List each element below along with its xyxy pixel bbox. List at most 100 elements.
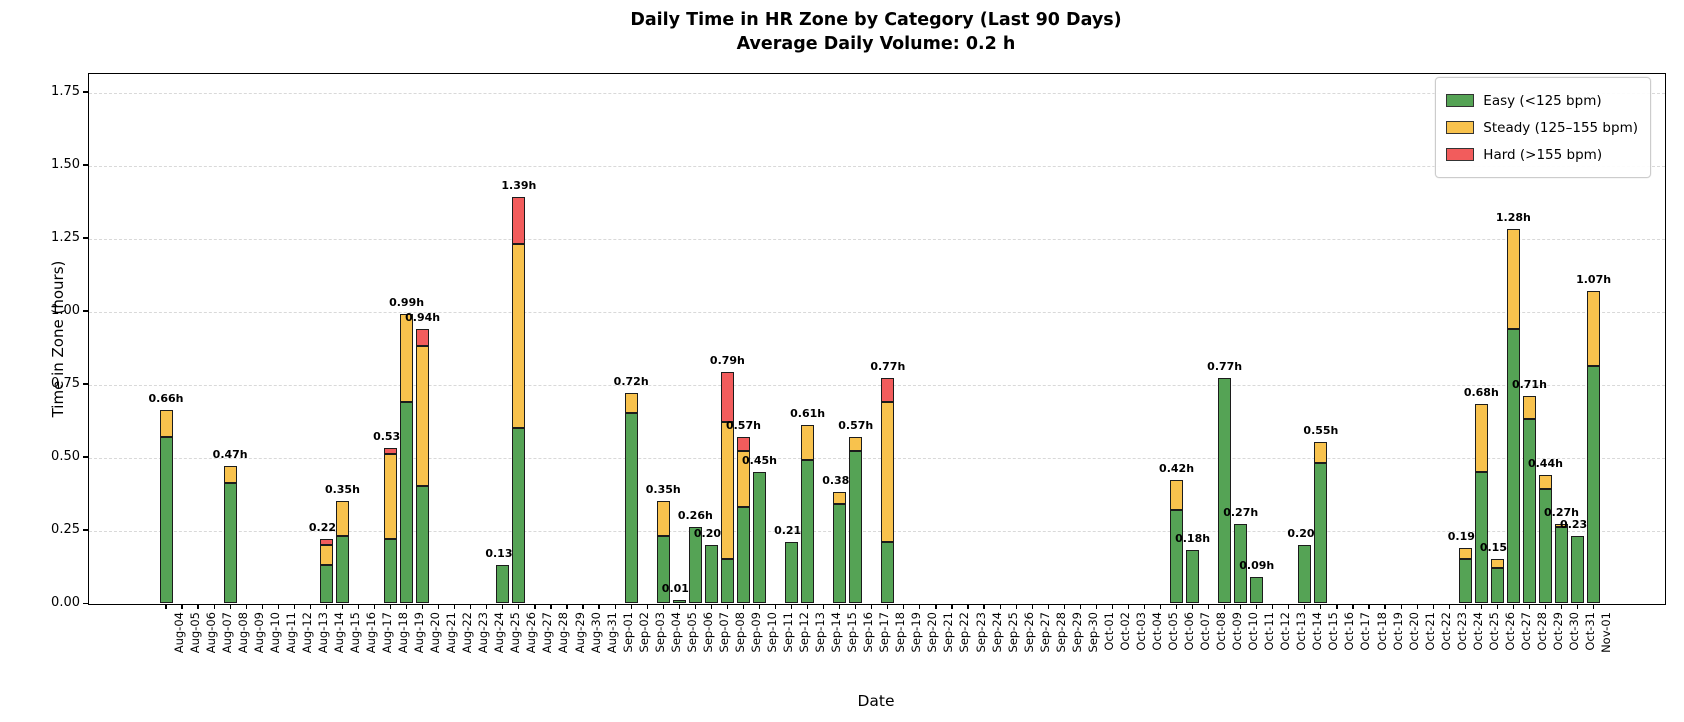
bar-segment-hard [720, 372, 734, 422]
x-tick-mark [1095, 604, 1097, 609]
bar-segment-easy [384, 538, 398, 603]
x-tick-label: Oct-22 [1438, 612, 1453, 651]
x-tick-mark [357, 604, 360, 609]
y-tick-label: 1.50 [51, 156, 80, 172]
x-tick-label: Oct-17 [1358, 612, 1373, 651]
x-tick-mark [839, 604, 841, 609]
x-tick-label: Aug-20 [428, 612, 443, 654]
bar-segment-easy [1474, 471, 1488, 603]
x-tick-mark [823, 604, 825, 609]
x-tick-mark [694, 604, 696, 609]
x-tick-label: Aug-16 [363, 612, 378, 654]
x-tick-mark [1432, 604, 1434, 609]
x-tick-mark [1031, 604, 1033, 609]
bar-value-label: 0.20h [693, 526, 729, 540]
x-tick-mark [1336, 604, 1338, 609]
x-tick-label: Sep-03 [652, 612, 667, 653]
x-tick-label: Sep-01 [620, 612, 635, 653]
x-tick-mark [710, 604, 712, 609]
x-tick-mark [1288, 604, 1290, 609]
bar-segment-steady [223, 465, 237, 484]
x-tick-label: Oct-11 [1262, 612, 1277, 651]
x-tick-label: Oct-04 [1149, 612, 1164, 651]
x-tick-label: Sep-30 [1085, 612, 1100, 653]
x-tick-label: Aug-17 [380, 612, 395, 654]
y-tick-label: 0.75 [51, 375, 80, 391]
x-tick-label: Aug-14 [331, 612, 346, 654]
x-tick-label: Oct-05 [1166, 612, 1180, 651]
bar-value-label: 0.77h [870, 360, 906, 374]
x-tick-mark [999, 604, 1001, 609]
x-tick-mark [662, 604, 664, 609]
bar-value-label: 0.26h [677, 509, 713, 523]
bar-segment-easy [656, 535, 670, 603]
hard-swatch-icon [1446, 148, 1475, 161]
bar-segment-easy [849, 451, 863, 603]
x-tick-mark [197, 604, 199, 609]
x-tick-label: Oct-23 [1454, 612, 1469, 651]
bar-value-label: 0.66h [148, 392, 184, 406]
x-tick-mark [1560, 604, 1563, 609]
bar-segment-steady [833, 492, 847, 504]
bar-segment-steady [335, 500, 349, 536]
x-tick-label: Oct-10 [1246, 612, 1261, 651]
bar-segment-easy [1186, 550, 1200, 603]
legend-label: Hard (>155 bpm) [1483, 146, 1603, 163]
bar-value-label: 0.15h [1479, 541, 1515, 555]
x-tick-mark [742, 604, 745, 609]
bar-value-label: 0.09h [1239, 558, 1275, 572]
bar-segment-easy [416, 486, 430, 603]
grid-line [89, 165, 1665, 167]
bar-value-label: 0.71h [1511, 377, 1547, 391]
x-tick-mark [165, 604, 167, 609]
x-tick-label: Aug-04 [171, 612, 186, 654]
x-tick-mark [983, 604, 985, 609]
bar-segment-easy [624, 413, 638, 603]
x-tick-mark [1191, 604, 1194, 609]
easy-swatch-icon [1446, 94, 1475, 107]
x-tick-mark [1224, 604, 1226, 609]
bar-value-label: 0.13h [485, 547, 521, 561]
x-tick-label: Aug-23 [476, 612, 491, 654]
x-tick-mark [774, 604, 777, 609]
grid-line [89, 238, 1665, 240]
bar-segment-steady [1538, 474, 1552, 490]
bar-segment-steady [624, 392, 638, 414]
bar-segment-steady [319, 544, 333, 566]
x-tick-label: Oct-16 [1342, 612, 1357, 651]
steady-swatch-icon [1446, 121, 1475, 134]
x-tick-mark [389, 604, 392, 609]
x-tick-label: Sep-25 [1005, 612, 1020, 653]
x-tick-mark [790, 604, 793, 609]
x-tick-label: Aug-15 [347, 612, 362, 654]
y-tick-mark [83, 456, 88, 458]
y-tick-mark [83, 164, 88, 166]
x-tick-label: Aug-28 [556, 612, 571, 654]
bar-value-label: 0.27h [1544, 506, 1580, 520]
bar-segment-easy [1490, 567, 1504, 603]
bar-segment-steady [849, 436, 863, 452]
bar-value-label: 0.45h [741, 453, 777, 467]
x-tick-label: Aug-11 [283, 612, 298, 654]
bar-segment-easy [736, 506, 750, 603]
x-tick-mark [454, 604, 456, 609]
x-tick-label: Sep-26 [1021, 612, 1036, 653]
x-tick-mark [1143, 604, 1146, 609]
x-tick-mark [1593, 604, 1595, 609]
chart-title: Daily Time in HR Zone by Category (Last … [630, 10, 1122, 30]
x-tick-mark [1352, 604, 1354, 609]
x-tick-label: Sep-09 [748, 612, 763, 653]
x-tick-label: Aug-18 [396, 612, 411, 654]
x-tick-mark [438, 604, 440, 609]
y-tick-label: 0.00 [51, 595, 80, 610]
bar-segment-easy [688, 527, 702, 603]
bar-segment-steady [400, 313, 414, 402]
bar-value-label: 0.23h [1560, 517, 1596, 531]
x-tick-mark [486, 604, 488, 609]
bar-segment-steady [1555, 524, 1569, 528]
bar-segment-steady [881, 401, 895, 542]
x-tick-mark [1384, 604, 1386, 609]
x-tick-mark [373, 604, 376, 609]
bar-segment-easy [881, 541, 895, 603]
x-tick-label: Oct-12 [1278, 612, 1293, 651]
